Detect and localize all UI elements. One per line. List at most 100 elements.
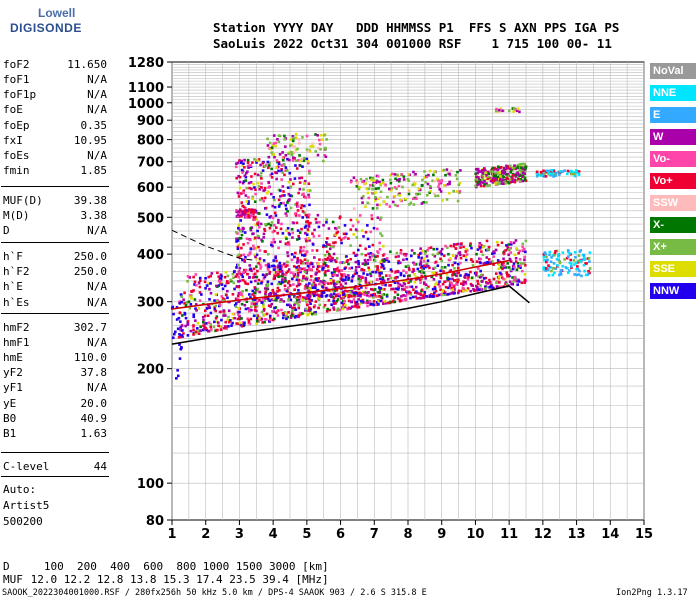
echo-point — [492, 263, 495, 266]
echo-point — [240, 201, 244, 204]
echo-point — [326, 265, 330, 268]
echo-point — [301, 276, 305, 280]
distance-row-values: 100 200 400 600 800 1000 1500 3000 [km] — [24, 560, 329, 573]
echo-point — [553, 271, 556, 275]
echo-point — [493, 172, 496, 176]
echo-point — [280, 298, 283, 301]
echo-point — [389, 188, 393, 192]
echo-point — [542, 253, 546, 256]
legend-item: NoVal — [650, 63, 696, 79]
echo-point — [253, 253, 257, 257]
echo-point — [587, 269, 590, 273]
echo-point — [358, 292, 362, 296]
echo-point — [543, 258, 546, 262]
echo-point — [402, 175, 406, 178]
echo-point — [189, 302, 193, 306]
echo-point — [197, 329, 201, 332]
echo-point — [272, 297, 276, 301]
echo-point — [196, 321, 200, 325]
echo-point — [407, 281, 410, 285]
echo-point — [259, 198, 262, 202]
echo-point — [234, 305, 238, 309]
echo-point — [242, 162, 245, 165]
echo-point — [310, 275, 313, 278]
echo-point — [215, 284, 218, 288]
echo-point — [482, 262, 485, 265]
echo-point — [415, 290, 418, 294]
y-tick-label: 80 — [146, 514, 164, 529]
echo-point — [382, 293, 386, 296]
x-tick-label: 6 — [336, 527, 345, 542]
echo-point — [481, 181, 485, 184]
echo-point — [286, 288, 290, 291]
echo-point — [555, 249, 559, 253]
echo-point — [458, 190, 462, 193]
echo-point — [278, 281, 281, 284]
echo-point — [504, 181, 508, 185]
echo-point — [419, 266, 423, 269]
echo-point — [576, 265, 579, 268]
echo-point — [433, 285, 437, 289]
echo-point — [501, 171, 505, 175]
echo-point — [561, 170, 564, 173]
echo-point — [179, 335, 182, 339]
param-separator — [1, 242, 109, 243]
echo-point — [436, 194, 440, 198]
echo-point — [423, 293, 426, 296]
echo-point — [566, 267, 569, 270]
echo-point — [303, 254, 306, 257]
echo-point — [399, 273, 403, 277]
echo-point — [495, 109, 498, 112]
echo-point — [577, 273, 581, 276]
echo-point — [557, 258, 560, 262]
echo-point — [236, 317, 240, 321]
x-tick-label: 14 — [601, 527, 619, 542]
echo-point — [262, 236, 266, 239]
echo-point — [379, 218, 382, 221]
echo-point — [548, 253, 551, 257]
echo-point — [523, 255, 526, 259]
echo-point — [323, 253, 327, 257]
echo-point — [325, 218, 328, 221]
echo-point — [365, 187, 369, 191]
echo-point — [350, 295, 353, 298]
echo-point — [434, 260, 438, 264]
echo-point — [560, 268, 563, 272]
echo-point — [551, 254, 555, 257]
echo-point — [511, 276, 514, 279]
echo-point — [507, 243, 511, 246]
echo-point — [247, 181, 251, 185]
echo-point — [261, 321, 264, 324]
param-value: 10.95 — [73, 134, 107, 147]
echo-point — [588, 251, 592, 254]
echo-point — [314, 150, 318, 153]
echo-point — [426, 182, 430, 186]
echo-point — [286, 201, 289, 204]
echo-point — [249, 280, 253, 284]
echo-point — [262, 277, 266, 280]
echo-point — [458, 181, 462, 185]
legend-item: SSW — [650, 195, 696, 211]
echo-point — [508, 280, 512, 284]
echo-point — [439, 250, 443, 253]
echo-point — [302, 156, 306, 160]
echo-point — [516, 177, 520, 181]
echo-point — [347, 237, 350, 240]
echo-point — [176, 327, 180, 331]
echo-point — [253, 309, 257, 312]
echo-point — [255, 217, 258, 221]
echo-point — [494, 182, 497, 186]
echo-point — [361, 201, 364, 204]
echo-point — [272, 317, 276, 321]
echo-point — [270, 146, 274, 149]
param-label: C-level — [3, 460, 50, 473]
echo-point — [242, 258, 246, 262]
echo-point — [258, 188, 261, 191]
echo-point — [519, 178, 523, 181]
echo-point — [394, 177, 397, 181]
echo-point — [308, 288, 312, 291]
echo-point — [359, 295, 362, 298]
echo-point — [297, 314, 301, 317]
echo-point — [338, 215, 342, 218]
echo-point — [512, 107, 516, 110]
